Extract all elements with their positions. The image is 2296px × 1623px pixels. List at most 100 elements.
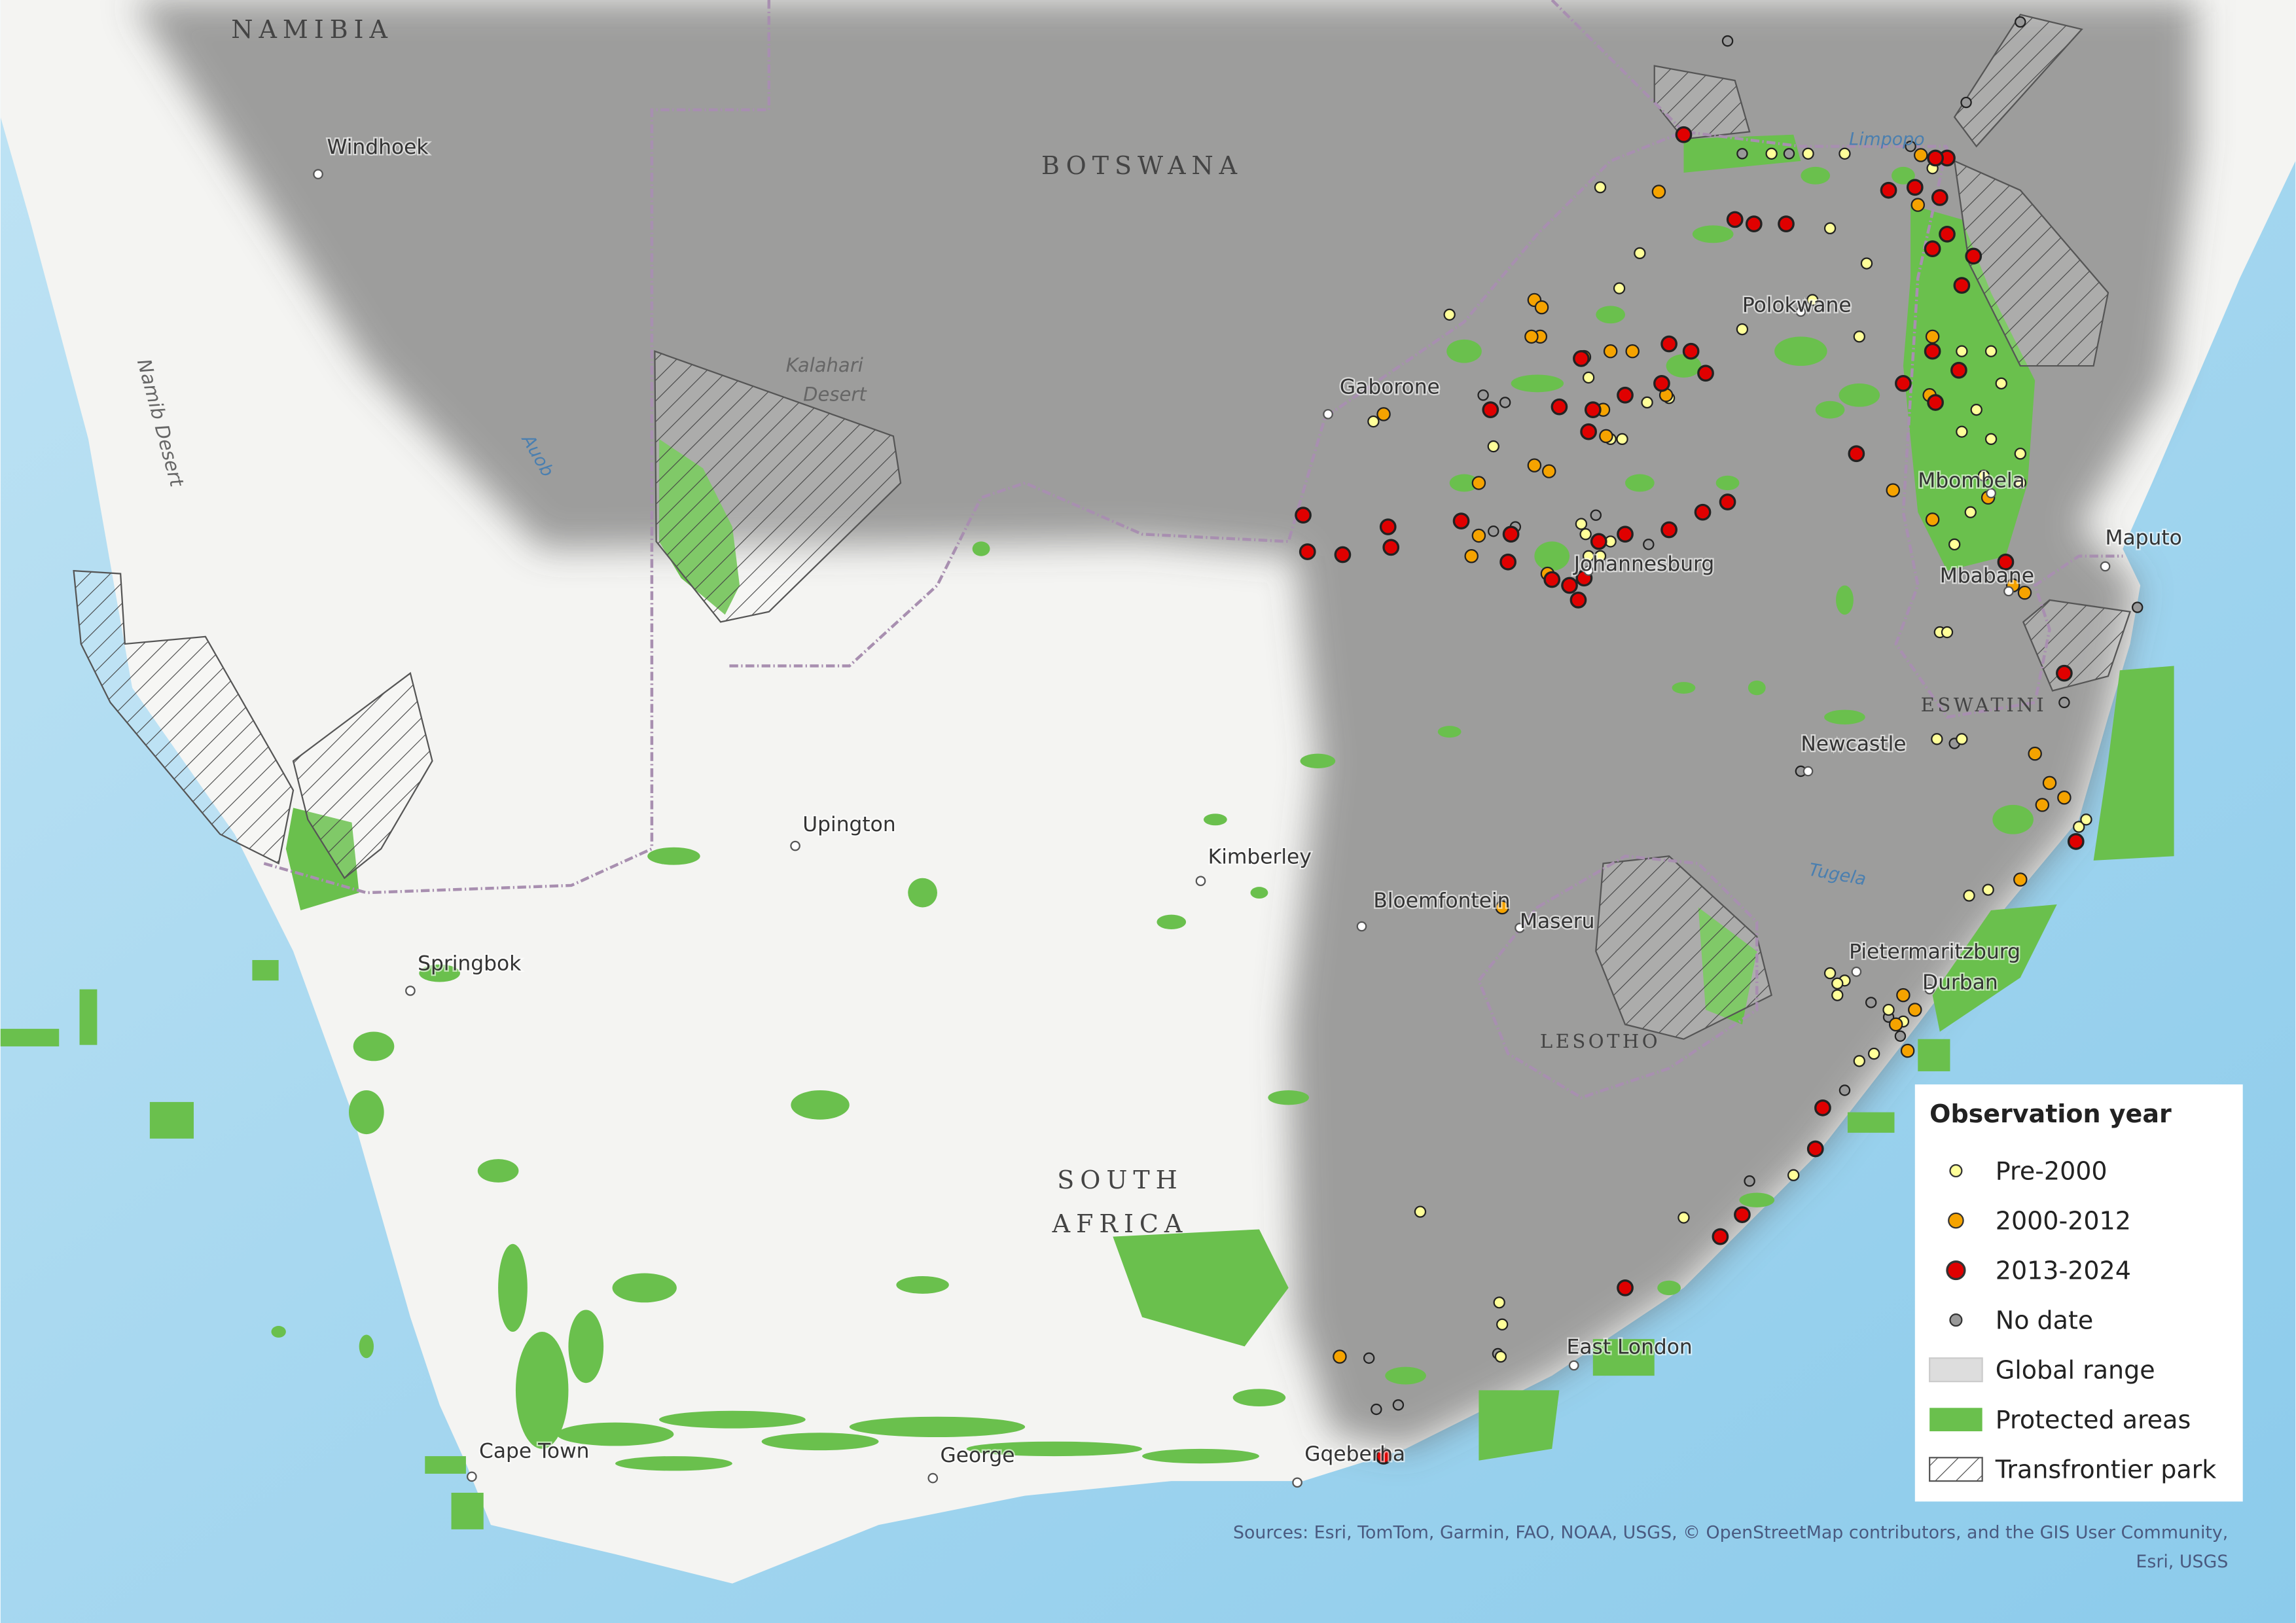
- observation-point: [1502, 526, 1520, 543]
- observation-point: [1660, 335, 1677, 353]
- observation-point: [1964, 506, 1977, 518]
- protected-area: [1774, 336, 1827, 366]
- observation-point: [1499, 397, 1511, 408]
- observation-point: [2080, 813, 2092, 826]
- place-dot: [313, 169, 323, 179]
- observation-point: [1524, 329, 1539, 344]
- protected-area: [149, 1101, 194, 1139]
- protected-area: [1268, 1090, 1309, 1105]
- observation-point: [1584, 401, 1602, 419]
- place-dot: [1292, 1477, 1302, 1488]
- observation-point: [1888, 1017, 1903, 1032]
- observation-point: [1965, 247, 1982, 265]
- observation-point: [1734, 1206, 1751, 1223]
- transfrontier-park: [1653, 65, 1751, 140]
- observation-point: [1896, 988, 1910, 1003]
- observation-point: [2014, 476, 2026, 490]
- place-dot: [467, 1471, 477, 1482]
- protected-area: [556, 1422, 674, 1446]
- observation-point: [1924, 342, 1941, 360]
- protected-area: [1446, 339, 1482, 363]
- legend-symbol: [1949, 1313, 1963, 1327]
- observation-point: [1886, 483, 1900, 497]
- country-label: BOTSWANA: [1041, 151, 1243, 180]
- observation-point: [1948, 538, 1961, 551]
- observation-point: [1487, 440, 1499, 453]
- observation-point: [1477, 389, 1489, 401]
- observation-point: [1677, 1211, 1690, 1224]
- observation-point: [1778, 215, 1795, 233]
- observation-point: [1694, 503, 1712, 521]
- protected-area: [1748, 680, 1766, 696]
- legend-label: 2000-2012: [1996, 1206, 2131, 1235]
- observation-point: [1653, 375, 1670, 392]
- protected-area: [1839, 383, 1880, 407]
- observation-point: [1482, 401, 1499, 419]
- legend-label: Global range: [1996, 1356, 2155, 1385]
- legend-box: [1914, 1084, 2243, 1502]
- protected-area: [1203, 813, 1227, 826]
- transfrontier-park: [292, 671, 433, 880]
- protected-area: [1142, 1448, 1259, 1464]
- observation-point: [1906, 179, 1924, 196]
- place-label: Maseru: [1520, 910, 1594, 933]
- place-dot: [1986, 488, 1996, 499]
- observation-point: [1594, 181, 1607, 194]
- observation-point: [1375, 1448, 1392, 1465]
- observation-point: [1895, 375, 1912, 392]
- observation-point: [2017, 585, 2032, 600]
- observation-point: [1543, 571, 1561, 588]
- protected-area: [477, 1159, 519, 1183]
- observation-point: [1956, 345, 1968, 357]
- observation-point: [1765, 147, 1778, 160]
- protected-area: [1232, 1389, 1286, 1407]
- observation-point: [1534, 300, 1549, 315]
- protected-area: [79, 989, 98, 1045]
- observation-point: [1496, 1318, 1509, 1330]
- observation-point: [1721, 35, 1734, 47]
- observation-point: [1839, 147, 1851, 160]
- legend-label: 2013-2024: [1996, 1256, 2131, 1285]
- place-dot: [1323, 409, 1333, 419]
- observation-point: [1494, 1350, 1507, 1363]
- observation-point: [1956, 733, 1968, 745]
- observation-point: [1860, 257, 1873, 270]
- protected-area: [615, 1456, 732, 1471]
- protected-area: [1666, 354, 1702, 378]
- place-dot: [1583, 565, 1594, 576]
- feature-label: Kalahari: [786, 354, 863, 376]
- observation-point: [1910, 198, 1926, 212]
- observation-point: [1908, 1003, 1922, 1017]
- protected-area: [659, 1410, 806, 1429]
- protected-area: [1534, 541, 1570, 571]
- transfrontier-park: [73, 569, 295, 865]
- legend-label: Transfrontier park: [1995, 1455, 2217, 1484]
- observation-point: [1924, 240, 1941, 258]
- observation-point: [1931, 189, 1948, 206]
- observation-point: [1414, 1205, 1427, 1218]
- observation-point: [2035, 798, 2050, 812]
- observation-point: [1941, 626, 1954, 639]
- legend-symbol: [1946, 1260, 1966, 1281]
- observation-point: [1914, 148, 1928, 162]
- observation-point: [1495, 900, 1509, 915]
- protected-area: [1918, 1039, 1950, 1071]
- protected-area: [1824, 709, 1865, 724]
- protected-area: [1847, 1112, 1895, 1133]
- observation-point: [1853, 1055, 1865, 1067]
- protected-area: [498, 1243, 528, 1332]
- observation-point: [1905, 140, 1916, 152]
- legend-label: No date: [1996, 1306, 2093, 1335]
- protected-area: [1672, 682, 1696, 694]
- place-label: Windhoek: [327, 135, 429, 159]
- place-label: Gaborone: [1340, 376, 1440, 399]
- observation-point: [1573, 350, 1590, 367]
- observation-point: [1295, 507, 1312, 524]
- observation-point: [1719, 493, 1736, 510]
- observation-point: [1927, 149, 1944, 167]
- border: [1477, 854, 1759, 1099]
- observation-point: [1712, 1228, 1729, 1245]
- observation-point: [1443, 308, 1456, 321]
- observation-point: [2015, 16, 2026, 28]
- observation-point: [1575, 518, 1588, 530]
